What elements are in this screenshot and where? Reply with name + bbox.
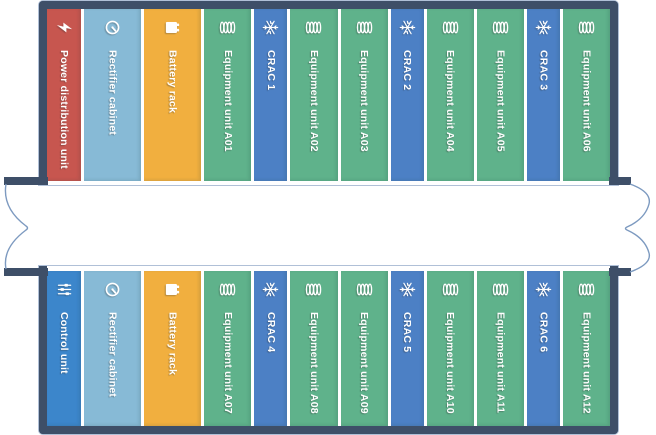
cabinet-rectifier-cabinet: Rectifier cabinet	[84, 271, 142, 426]
cabinet-label: Equipment unit A07	[221, 312, 234, 414]
cabinet-label: Equipment unit A03	[358, 50, 371, 152]
cabinet-battery-rack: Battery rack	[144, 9, 202, 181]
cabinet-power-distribution-unit: Power distribution unit	[47, 9, 82, 181]
sliders-icon	[56, 277, 73, 301]
cabinet-equipment-unit-a05: Equipment unit A05	[476, 9, 524, 181]
cabinet-label: Equipment unit A02	[307, 50, 320, 152]
gauge-icon	[104, 15, 121, 39]
cabinet-label: CRAC 1	[264, 50, 277, 91]
cabinet-label: Equipment unit A01	[221, 50, 234, 152]
cabinet-equipment-unit-a12: Equipment unit A12	[562, 271, 611, 426]
server-stack-icon	[305, 277, 322, 301]
cabinet-equipment-unit-a06: Equipment unit A06	[562, 9, 611, 181]
cabinet-control-unit: Control unit	[47, 271, 82, 426]
cabinet-label: Equipment unit A12	[580, 312, 593, 414]
cabinet-equipment-unit-a10: Equipment unit A10	[426, 271, 474, 426]
snowflake-icon	[535, 15, 552, 39]
cabinet-crac-2: CRAC 2	[390, 9, 424, 181]
cabinet-label: CRAC 4	[264, 312, 277, 353]
cabinet-crac-1: CRAC 1	[254, 9, 288, 181]
cabinet-equipment-unit-a08: Equipment unit A08	[290, 271, 338, 426]
room-section-top: Power distribution unit Rectifier cabine…	[39, 1, 618, 185]
cabinet-equipment-unit-a09: Equipment unit A09	[340, 271, 388, 426]
server-stack-icon	[578, 15, 595, 39]
cabinet-equipment-unit-a01: Equipment unit A01	[204, 9, 252, 181]
cabinet-battery-rack: Battery rack	[144, 271, 202, 426]
gauge-icon	[104, 277, 121, 301]
snowflake-icon	[262, 15, 279, 39]
server-stack-icon	[442, 277, 459, 301]
cabinet-label: Equipment unit A04	[444, 50, 457, 152]
server-stack-icon	[305, 15, 322, 39]
cabinet-crac-4: CRAC 4	[254, 271, 288, 426]
cabinet-label: Equipment unit A11	[494, 312, 507, 414]
cabinet-equipment-unit-a03: Equipment unit A03	[340, 9, 388, 181]
server-stack-icon	[578, 277, 595, 301]
snowflake-icon	[399, 277, 416, 301]
cabinet-label: Rectifier cabinet	[106, 50, 119, 136]
cabinet-label: Equipment unit A09	[358, 312, 371, 414]
server-stack-icon	[356, 277, 373, 301]
cabinet-label: Power distribution unit	[58, 50, 71, 169]
snowflake-icon	[262, 277, 279, 301]
cabinet-label: Equipment unit A05	[494, 50, 507, 152]
server-stack-icon	[219, 15, 236, 39]
cabinet-equipment-unit-a04: Equipment unit A04	[426, 9, 474, 181]
cabinet-label: CRAC 6	[537, 312, 550, 353]
server-stack-icon	[356, 15, 373, 39]
lightning-icon	[56, 15, 73, 39]
break-mark-left	[4, 177, 48, 276]
cabinet-crac-6: CRAC 6	[526, 271, 560, 426]
server-stack-icon	[442, 15, 459, 39]
cabinet-label: CRAC 3	[537, 50, 550, 91]
cabinet-crac-5: CRAC 5	[390, 271, 424, 426]
server-stack-icon	[219, 277, 236, 301]
cabinet-label: Equipment unit A08	[307, 312, 320, 414]
cabinet-row-bottom: Control unit Rectifier cabinet Battery r…	[47, 266, 611, 426]
snowflake-icon	[399, 15, 416, 39]
cabinet-row-top: Power distribution unit Rectifier cabine…	[47, 9, 611, 185]
cabinet-label: Rectifier cabinet	[106, 312, 119, 398]
cabinet-rectifier-cabinet: Rectifier cabinet	[84, 9, 142, 181]
cabinet-label: Equipment unit A10	[444, 312, 457, 414]
cabinet-label: Equipment unit A06	[580, 50, 593, 152]
room-section-bottom: Control unit Rectifier cabinet Battery r…	[39, 266, 618, 434]
snowflake-icon	[535, 277, 552, 301]
battery-icon	[164, 277, 181, 301]
cabinet-label: Battery rack	[166, 50, 179, 114]
cabinet-label: CRAC 5	[401, 312, 414, 353]
server-stack-icon	[492, 277, 509, 301]
cabinet-label: CRAC 2	[401, 50, 414, 91]
cabinet-label: Battery rack	[166, 312, 179, 376]
break-mark-right	[609, 177, 651, 276]
cabinet-equipment-unit-a07: Equipment unit A07	[204, 271, 252, 426]
battery-icon	[164, 15, 181, 39]
cabinet-equipment-unit-a11: Equipment unit A11	[476, 271, 524, 426]
cabinet-crac-3: CRAC 3	[526, 9, 560, 181]
cabinet-label: Control unit	[58, 312, 71, 374]
cabinet-equipment-unit-a02: Equipment unit A02	[290, 9, 338, 181]
server-stack-icon	[492, 15, 509, 39]
